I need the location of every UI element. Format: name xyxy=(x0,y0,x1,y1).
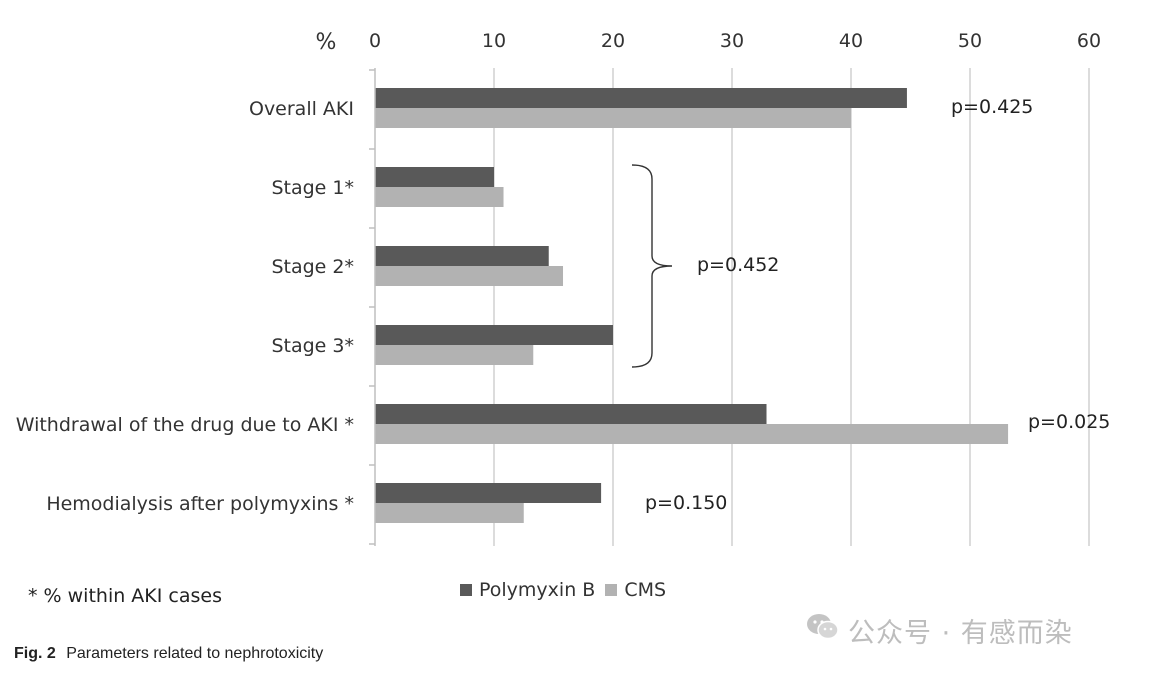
legend: Polymyxin B CMS xyxy=(460,579,676,601)
bar xyxy=(375,266,564,286)
figure-caption-text: Parameters related to nephrotoxicity xyxy=(66,645,324,662)
legend-label-polymyxin-b: Polymyxin B xyxy=(479,579,596,601)
category-label: Overall AKI xyxy=(249,98,354,120)
legend-item-polymyxin-b: Polymyxin B xyxy=(460,579,595,601)
category-label: Hemodialysis after polymyxins * xyxy=(46,493,354,515)
p-value-label: p=0.452 xyxy=(697,254,779,276)
p-value-label: p=0.025 xyxy=(1028,411,1110,433)
figure-number: Fig. 2 xyxy=(14,645,56,662)
figure-caption: Fig. 2 Parameters related to nephrotoxic… xyxy=(14,645,323,663)
watermark: 公众号 · 有感而染 xyxy=(806,611,1073,650)
x-tick-label: 40 xyxy=(839,30,863,52)
x-tick-label: 60 xyxy=(1077,30,1101,52)
bar xyxy=(375,108,851,128)
unit-label: % xyxy=(316,30,337,55)
legend-swatch-polymyxin-b xyxy=(460,584,472,596)
category-label: Stage 2* xyxy=(271,256,354,278)
x-tick-label: 50 xyxy=(958,30,982,52)
bar xyxy=(375,88,907,108)
x-tick-label: 0 xyxy=(369,30,381,52)
bar xyxy=(375,424,1009,444)
bar xyxy=(375,503,524,523)
p-value-label: p=0.150 xyxy=(645,492,727,514)
bar xyxy=(375,483,602,503)
axes: 0 10 20 30 40 50 60% xyxy=(316,30,1101,546)
category-label: Stage 3* xyxy=(271,335,354,357)
category-labels: Overall AKI Stage 1* Stage 2* Stage 3* Withd… xyxy=(16,98,354,515)
p-value-annotations: p=0.425 p=0.452 p=0.025 p=0.150 xyxy=(631,96,1110,514)
x-tick-label: 10 xyxy=(482,30,506,52)
bar xyxy=(375,325,613,345)
bracket xyxy=(631,164,673,368)
legend-label-cms: CMS xyxy=(624,579,667,601)
bar xyxy=(375,246,549,266)
legend-swatch-cms xyxy=(605,584,618,596)
x-tick-label: 20 xyxy=(601,30,625,52)
bar xyxy=(375,404,767,424)
bar xyxy=(375,187,504,207)
x-tick-label: 30 xyxy=(720,30,744,52)
category-label: Withdrawal of the drug due to AKI * xyxy=(16,414,354,436)
bar xyxy=(375,345,534,365)
footnote: * % within AKI cases xyxy=(28,585,222,607)
bars xyxy=(375,88,1009,523)
legend-item-cms: CMS xyxy=(605,579,666,601)
wechat-icon xyxy=(806,612,840,649)
p-value-label: p=0.425 xyxy=(951,96,1033,118)
watermark-text: 公众号 · 有感而染 xyxy=(848,618,1073,649)
category-label: Stage 1* xyxy=(271,177,354,199)
bar xyxy=(375,167,494,187)
grid-lines xyxy=(493,68,1090,546)
